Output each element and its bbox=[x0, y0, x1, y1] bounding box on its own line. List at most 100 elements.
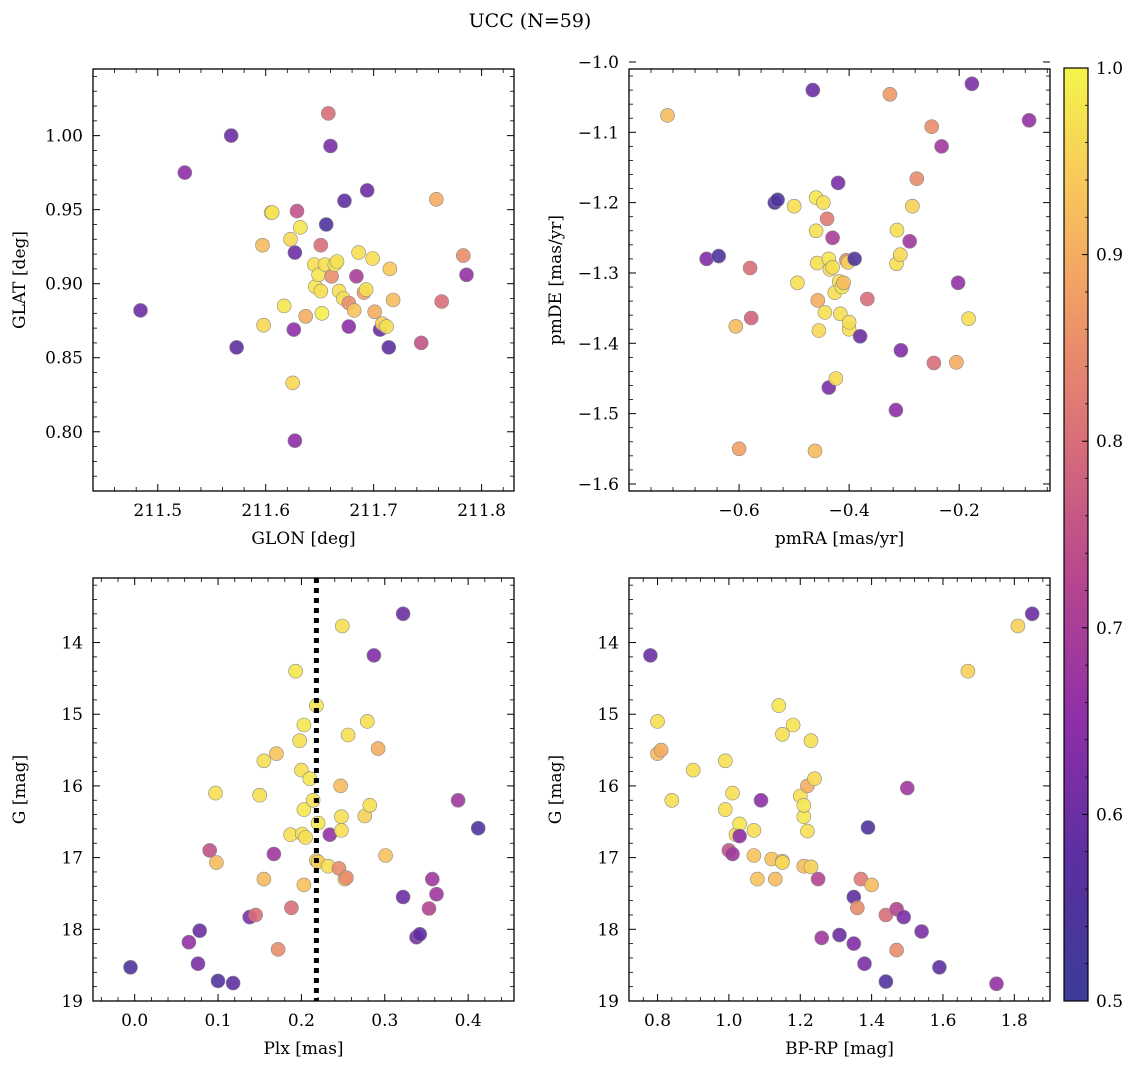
scatter-point bbox=[412, 926, 428, 942]
scatter-point bbox=[385, 292, 401, 308]
scatter-point bbox=[208, 785, 223, 801]
scatter-point bbox=[305, 792, 321, 808]
scatter-point bbox=[889, 222, 905, 238]
scatter-point bbox=[370, 741, 386, 756]
scatter-point bbox=[296, 802, 312, 817]
scatter-point bbox=[313, 283, 329, 299]
scatter-point bbox=[643, 648, 658, 663]
y-tick-label: −1.6 bbox=[578, 475, 619, 495]
panel-pmra-pmde: −0.6 −0.4 −0.2 −1.6 −1.5 −1.4 −1.3 −1.2 −1.1 −1.0… bbox=[546, 53, 1051, 549]
y-tick-label: −1.3 bbox=[578, 264, 619, 284]
scatter-point bbox=[770, 192, 785, 208]
scatter-point bbox=[320, 106, 336, 121]
scatter-point bbox=[699, 251, 714, 267]
scatter-point bbox=[413, 335, 429, 351]
scatter-point bbox=[285, 375, 301, 391]
scatter-point bbox=[914, 924, 929, 939]
scatter-point bbox=[382, 261, 398, 277]
scatter-point bbox=[814, 930, 830, 946]
axes-frame bbox=[92, 68, 515, 492]
scatter-point bbox=[743, 310, 759, 326]
scatter-point bbox=[909, 171, 925, 186]
scatter-point bbox=[318, 217, 334, 232]
scatter-point bbox=[742, 260, 758, 276]
y-axis-label: G [mag] bbox=[10, 755, 30, 824]
y-tick-label: 17 bbox=[597, 849, 619, 869]
scatter-point bbox=[337, 193, 352, 209]
scatter-point bbox=[177, 165, 193, 180]
scatter-point bbox=[807, 771, 822, 787]
scatter-point bbox=[133, 303, 148, 318]
scatter-point bbox=[830, 175, 846, 191]
scatter-point bbox=[270, 942, 286, 957]
x-tick-label: 1.8 bbox=[1001, 1011, 1028, 1031]
scatter-point bbox=[424, 871, 440, 887]
scatter-point bbox=[717, 753, 733, 769]
scatter-point bbox=[229, 340, 244, 355]
scatter-point bbox=[803, 859, 819, 875]
scatter-point bbox=[924, 119, 940, 134]
scatter-point bbox=[882, 87, 898, 102]
scatter-point bbox=[252, 787, 268, 803]
scatter-point bbox=[731, 441, 747, 457]
scatter-point bbox=[450, 792, 466, 808]
x-tick-label: 211.8 bbox=[457, 501, 506, 521]
y-tick-label: 19 bbox=[597, 992, 619, 1012]
scatter-point bbox=[349, 268, 364, 284]
y-tick-label: 0.90 bbox=[45, 275, 83, 295]
scatter-point bbox=[817, 305, 833, 320]
scatter-point bbox=[803, 733, 819, 749]
scatter-point bbox=[256, 753, 272, 769]
y-tick-label: 16 bbox=[61, 777, 83, 797]
scatter-point bbox=[359, 714, 375, 729]
scatter-point bbox=[365, 251, 380, 266]
scatter-point bbox=[292, 733, 308, 749]
panel-glon-glat: 211.5 211.6 211.7 211.8 0.80 0.85 0.90 0.95 1.00… bbox=[10, 68, 515, 549]
y-tick-label: 18 bbox=[597, 920, 619, 940]
scatter-point bbox=[786, 198, 802, 214]
scatter-point bbox=[287, 245, 303, 260]
scatter-point bbox=[810, 871, 826, 887]
scatter-point bbox=[366, 648, 382, 663]
scatter-point bbox=[181, 934, 197, 950]
x-tick-label: 1.0 bbox=[715, 1011, 742, 1031]
scatter-point bbox=[298, 308, 314, 324]
scatter-point bbox=[351, 245, 366, 260]
scatter-point bbox=[841, 314, 857, 330]
scatter-point bbox=[717, 802, 733, 817]
y-tick-label: −1.4 bbox=[578, 334, 619, 354]
y-tick-label: 14 bbox=[61, 634, 83, 654]
scatter-point bbox=[960, 663, 976, 679]
scatter-point bbox=[889, 942, 904, 958]
x-tick-label: 211.7 bbox=[349, 501, 398, 521]
scatter-point bbox=[711, 248, 727, 264]
scatter-point bbox=[329, 254, 345, 269]
scatter-point bbox=[334, 823, 349, 838]
x-tick-label: 1.6 bbox=[929, 1011, 956, 1031]
panel-bprp-g: 0.8 1.0 1.2 1.4 1.6 1.8 14 15 16 17 18 19 BP-RP [mag… bbox=[546, 577, 1051, 1059]
scatter-point bbox=[860, 820, 876, 835]
scatter-point bbox=[367, 304, 383, 320]
scatter-point bbox=[888, 402, 904, 418]
scatter-point bbox=[878, 974, 894, 989]
x-axis-label: Plx [mas] bbox=[263, 1039, 343, 1059]
ticks: 211.5 211.6 211.7 211.8 0.80 0.85 0.90 0.95 1.00 bbox=[45, 69, 514, 521]
scatter-point bbox=[256, 871, 272, 887]
scatter-point bbox=[255, 237, 270, 253]
scatter-point bbox=[846, 936, 862, 951]
scatter-point bbox=[379, 319, 394, 334]
scatter-point bbox=[950, 275, 966, 291]
y-tick-label: 0.95 bbox=[45, 201, 83, 221]
scatter-point bbox=[248, 907, 263, 923]
x-axis-label: BP-RP [mag] bbox=[785, 1039, 894, 1059]
scatter-point bbox=[359, 183, 375, 198]
scatter-point bbox=[828, 371, 844, 386]
scatter-point bbox=[209, 855, 224, 870]
scatter-point bbox=[190, 956, 206, 972]
x-tick-label: 0.8 bbox=[644, 1011, 671, 1031]
y-tick-label: −1.5 bbox=[578, 405, 619, 425]
scatter-point bbox=[192, 923, 207, 939]
scatter-point bbox=[750, 871, 765, 887]
scatter-point bbox=[896, 909, 912, 925]
scatter-point bbox=[286, 322, 302, 337]
